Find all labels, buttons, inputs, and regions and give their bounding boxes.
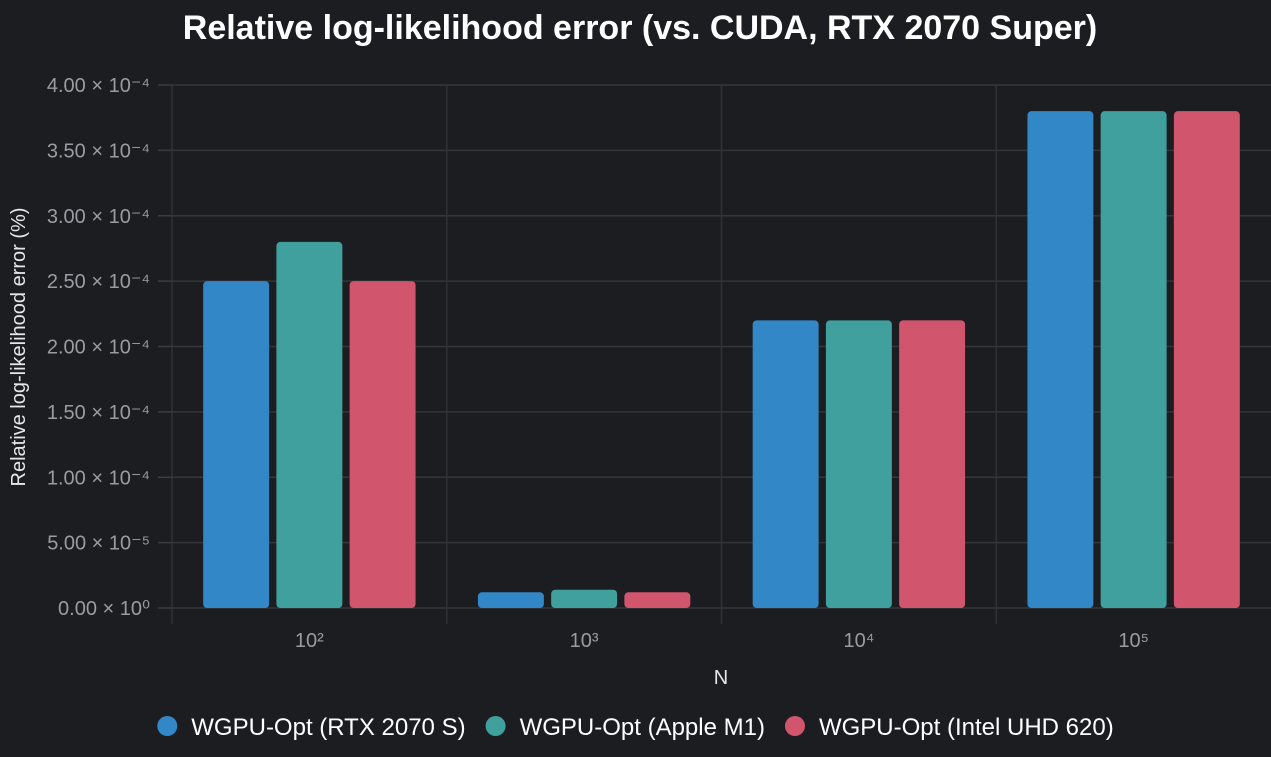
y-tick-label: 2.00 × 10⁻⁴ bbox=[47, 337, 150, 359]
legend-item[interactable]: WGPU-Opt (RTX 2070 S) bbox=[157, 714, 466, 741]
bar bbox=[276, 241, 343, 608]
legend-label: WGPU-Opt (RTX 2070 S) bbox=[191, 714, 465, 741]
x-tick-label: 10² bbox=[295, 630, 324, 652]
bar bbox=[624, 592, 691, 608]
x-axis-label: N bbox=[714, 667, 728, 689]
legend-marker bbox=[784, 716, 805, 736]
bar bbox=[1173, 111, 1240, 609]
bar bbox=[551, 589, 618, 608]
legend-label: WGPU-Opt (Intel UHD 620) bbox=[819, 714, 1114, 741]
x-axis-ticks: 10² 10³ 10⁴ 10⁵ bbox=[295, 630, 1149, 652]
legend-label: WGPU-Opt (Apple M1) bbox=[520, 714, 765, 741]
y-tick-label: 0.00 × 10⁰ bbox=[58, 598, 150, 620]
y-tick-label: 4.00 × 10⁻⁴ bbox=[47, 75, 150, 97]
chart-title: Relative log-likelihood error (vs. CUDA,… bbox=[183, 9, 1097, 47]
x-tick-label: 10³ bbox=[570, 630, 599, 652]
bar bbox=[203, 281, 270, 608]
bar bbox=[1027, 111, 1094, 609]
y-tick-label: 1.00 × 10⁻⁴ bbox=[47, 467, 150, 489]
bars bbox=[203, 111, 1240, 609]
bar bbox=[899, 320, 966, 608]
bar bbox=[752, 320, 819, 608]
bar bbox=[1100, 111, 1167, 609]
x-tick-label: 10⁵ bbox=[1118, 630, 1149, 652]
y-tick-label: 3.50 × 10⁻⁴ bbox=[47, 140, 150, 162]
legend-marker bbox=[485, 716, 506, 736]
bar bbox=[477, 592, 544, 608]
bar bbox=[349, 281, 416, 608]
x-tick-label: 10⁴ bbox=[843, 630, 874, 652]
y-axis-label: Relative log-likelihood error (%) bbox=[8, 208, 30, 487]
bar bbox=[825, 320, 892, 608]
legend-item[interactable]: WGPU-Opt (Apple M1) bbox=[485, 714, 765, 741]
legend-marker bbox=[157, 716, 178, 736]
legend: WGPU-Opt (RTX 2070 S) WGPU-Opt (Apple M1)… bbox=[157, 714, 1114, 741]
y-tick-label: 3.00 × 10⁻⁴ bbox=[47, 206, 150, 228]
legend-item[interactable]: WGPU-Opt (Intel UHD 620) bbox=[784, 714, 1114, 741]
y-tick-label: 5.00 × 10⁻⁵ bbox=[47, 533, 150, 555]
y-tick-label: 1.50 × 10⁻⁴ bbox=[47, 402, 150, 424]
y-axis-ticks: 0.00 × 10⁰ 5.00 × 10⁻⁵ 1.00 × 10⁻⁴ 1.50 × 1… bbox=[47, 75, 172, 620]
y-tick-label: 2.50 × 10⁻⁴ bbox=[47, 271, 150, 293]
